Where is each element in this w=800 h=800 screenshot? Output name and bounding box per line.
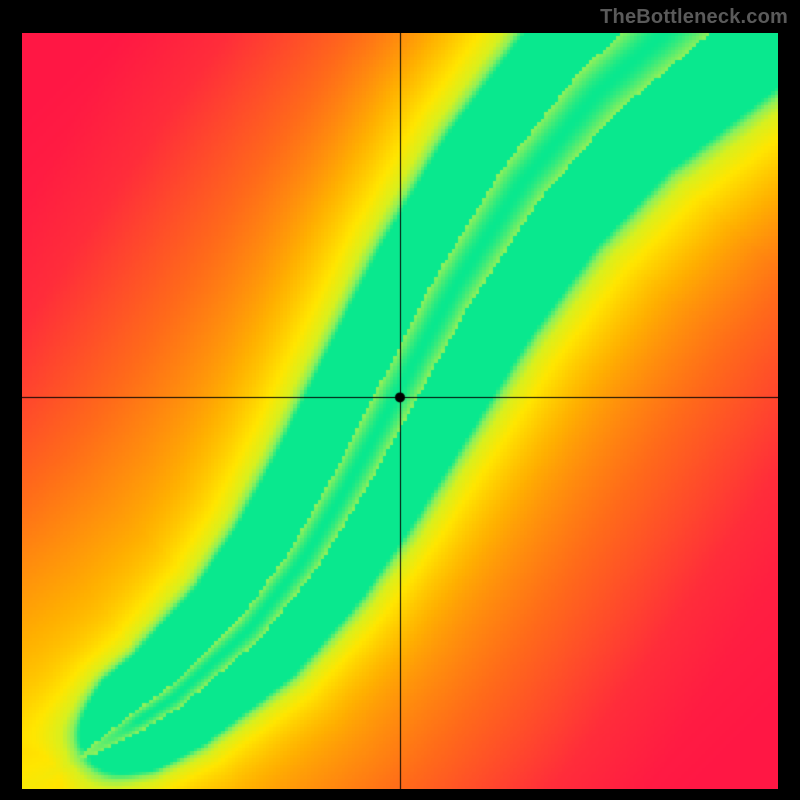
heatmap-plot <box>22 33 778 789</box>
heatmap-canvas <box>22 33 778 789</box>
watermark-text: TheBottleneck.com <box>600 6 788 29</box>
chart-container: TheBottleneck.com <box>0 0 800 800</box>
